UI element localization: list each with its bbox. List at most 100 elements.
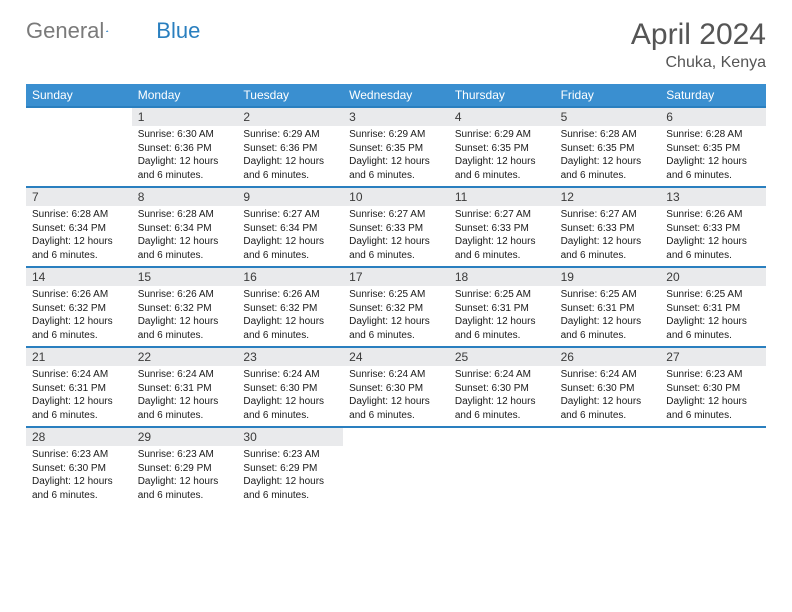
calendar-cell: 1Sunrise: 6:30 AMSunset: 6:36 PMDaylight…: [132, 108, 238, 186]
day-number: 18: [449, 268, 555, 286]
sunrise-text: Sunrise: 6:27 AM: [561, 208, 655, 222]
daylight-text-1: Daylight: 12 hours: [349, 235, 443, 249]
header: General Blue April 2024 Chuka, Kenya: [26, 18, 766, 72]
day-info: Sunrise: 6:24 AMSunset: 6:30 PMDaylight:…: [449, 366, 555, 426]
sunrise-text: Sunrise: 6:26 AM: [32, 288, 126, 302]
daylight-text-1: Daylight: 12 hours: [666, 315, 760, 329]
sunset-text: Sunset: 6:35 PM: [561, 142, 655, 156]
calendar-cell: 21Sunrise: 6:24 AMSunset: 6:31 PMDayligh…: [26, 348, 132, 426]
sunrise-text: Sunrise: 6:26 AM: [666, 208, 760, 222]
daylight-text-2: and 6 minutes.: [243, 249, 337, 263]
daylight-text-1: Daylight: 12 hours: [349, 155, 443, 169]
day-info: Sunrise: 6:28 AMSunset: 6:35 PMDaylight:…: [660, 126, 766, 186]
sunrise-text: Sunrise: 6:23 AM: [32, 448, 126, 462]
daylight-text-1: Daylight: 12 hours: [138, 155, 232, 169]
daylight-text-1: Daylight: 12 hours: [32, 395, 126, 409]
daylight-text-1: Daylight: 12 hours: [666, 235, 760, 249]
daylight-text-1: Daylight: 12 hours: [243, 155, 337, 169]
daylight-text-2: and 6 minutes.: [138, 409, 232, 423]
day-number: 4: [449, 108, 555, 126]
day-info: Sunrise: 6:26 AMSunset: 6:32 PMDaylight:…: [132, 286, 238, 346]
day-number: 9: [237, 188, 343, 206]
daylight-text-2: and 6 minutes.: [32, 409, 126, 423]
daylight-text-1: Daylight: 12 hours: [455, 315, 549, 329]
sunrise-text: Sunrise: 6:26 AM: [243, 288, 337, 302]
day-number: 5: [555, 108, 661, 126]
day-number: 13: [660, 188, 766, 206]
daylight-text-2: and 6 minutes.: [32, 329, 126, 343]
sunset-text: Sunset: 6:30 PM: [32, 462, 126, 476]
daylight-text-1: Daylight: 12 hours: [349, 315, 443, 329]
sail-icon: [106, 22, 108, 40]
sunrise-text: Sunrise: 6:24 AM: [561, 368, 655, 382]
brand-word-2: Blue: [156, 18, 200, 44]
calendar-cell: 28Sunrise: 6:23 AMSunset: 6:30 PMDayligh…: [26, 428, 132, 506]
day-header: Monday: [132, 84, 238, 106]
daylight-text-2: and 6 minutes.: [138, 329, 232, 343]
daylight-text-2: and 6 minutes.: [666, 409, 760, 423]
calendar-cell: 3Sunrise: 6:29 AMSunset: 6:35 PMDaylight…: [343, 108, 449, 186]
week-row: 21Sunrise: 6:24 AMSunset: 6:31 PMDayligh…: [26, 346, 766, 426]
day-info: Sunrise: 6:24 AMSunset: 6:31 PMDaylight:…: [132, 366, 238, 426]
sunset-text: Sunset: 6:30 PM: [243, 382, 337, 396]
day-info: Sunrise: 6:23 AMSunset: 6:30 PMDaylight:…: [26, 446, 132, 506]
day-header: Sunday: [26, 84, 132, 106]
day-info: Sunrise: 6:25 AMSunset: 6:31 PMDaylight:…: [449, 286, 555, 346]
calendar-cell: .: [660, 428, 766, 506]
day-info: Sunrise: 6:26 AMSunset: 6:32 PMDaylight:…: [26, 286, 132, 346]
sunset-text: Sunset: 6:29 PM: [243, 462, 337, 476]
daylight-text-2: and 6 minutes.: [349, 409, 443, 423]
sunset-text: Sunset: 6:30 PM: [349, 382, 443, 396]
sunrise-text: Sunrise: 6:26 AM: [138, 288, 232, 302]
daylight-text-1: Daylight: 12 hours: [138, 475, 232, 489]
day-number: 27: [660, 348, 766, 366]
sunrise-text: Sunrise: 6:23 AM: [666, 368, 760, 382]
calendar-cell: 2Sunrise: 6:29 AMSunset: 6:36 PMDaylight…: [237, 108, 343, 186]
day-info: Sunrise: 6:24 AMSunset: 6:30 PMDaylight:…: [343, 366, 449, 426]
day-number: 30: [237, 428, 343, 446]
sunset-text: Sunset: 6:35 PM: [349, 142, 443, 156]
sunset-text: Sunset: 6:32 PM: [138, 302, 232, 316]
daylight-text-2: and 6 minutes.: [243, 329, 337, 343]
daylight-text-1: Daylight: 12 hours: [666, 395, 760, 409]
sunset-text: Sunset: 6:30 PM: [666, 382, 760, 396]
daylight-text-1: Daylight: 12 hours: [243, 315, 337, 329]
sunrise-text: Sunrise: 6:27 AM: [455, 208, 549, 222]
day-number: 3: [343, 108, 449, 126]
calendar: SundayMondayTuesdayWednesdayThursdayFrid…: [26, 84, 766, 506]
sunrise-text: Sunrise: 6:27 AM: [243, 208, 337, 222]
sunrise-text: Sunrise: 6:28 AM: [138, 208, 232, 222]
day-info: Sunrise: 6:25 AMSunset: 6:31 PMDaylight:…: [660, 286, 766, 346]
daylight-text-2: and 6 minutes.: [561, 409, 655, 423]
day-info: Sunrise: 6:27 AMSunset: 6:34 PMDaylight:…: [237, 206, 343, 266]
daylight-text-2: and 6 minutes.: [561, 169, 655, 183]
sunrise-text: Sunrise: 6:25 AM: [561, 288, 655, 302]
sunrise-text: Sunrise: 6:23 AM: [243, 448, 337, 462]
calendar-cell: 9Sunrise: 6:27 AMSunset: 6:34 PMDaylight…: [237, 188, 343, 266]
daylight-text-1: Daylight: 12 hours: [243, 475, 337, 489]
day-number: 17: [343, 268, 449, 286]
daylight-text-2: and 6 minutes.: [455, 409, 549, 423]
day-info: Sunrise: 6:26 AMSunset: 6:33 PMDaylight:…: [660, 206, 766, 266]
day-header-row: SundayMondayTuesdayWednesdayThursdayFrid…: [26, 84, 766, 106]
daylight-text-2: and 6 minutes.: [32, 249, 126, 263]
sunrise-text: Sunrise: 6:24 AM: [32, 368, 126, 382]
day-info: Sunrise: 6:30 AMSunset: 6:36 PMDaylight:…: [132, 126, 238, 186]
brand-word-1: General: [26, 18, 104, 44]
calendar-cell: 5Sunrise: 6:28 AMSunset: 6:35 PMDaylight…: [555, 108, 661, 186]
day-number: 25: [449, 348, 555, 366]
daylight-text-1: Daylight: 12 hours: [455, 155, 549, 169]
daylight-text-1: Daylight: 12 hours: [243, 235, 337, 249]
calendar-cell: .: [26, 108, 132, 186]
daylight-text-2: and 6 minutes.: [32, 489, 126, 503]
daylight-text-1: Daylight: 12 hours: [138, 315, 232, 329]
daylight-text-2: and 6 minutes.: [349, 169, 443, 183]
sunset-text: Sunset: 6:33 PM: [666, 222, 760, 236]
sunrise-text: Sunrise: 6:30 AM: [138, 128, 232, 142]
daylight-text-2: and 6 minutes.: [666, 329, 760, 343]
daylight-text-2: and 6 minutes.: [349, 249, 443, 263]
day-number: 28: [26, 428, 132, 446]
day-info: Sunrise: 6:23 AMSunset: 6:29 PMDaylight:…: [132, 446, 238, 506]
daylight-text-1: Daylight: 12 hours: [455, 395, 549, 409]
sunrise-text: Sunrise: 6:25 AM: [455, 288, 549, 302]
